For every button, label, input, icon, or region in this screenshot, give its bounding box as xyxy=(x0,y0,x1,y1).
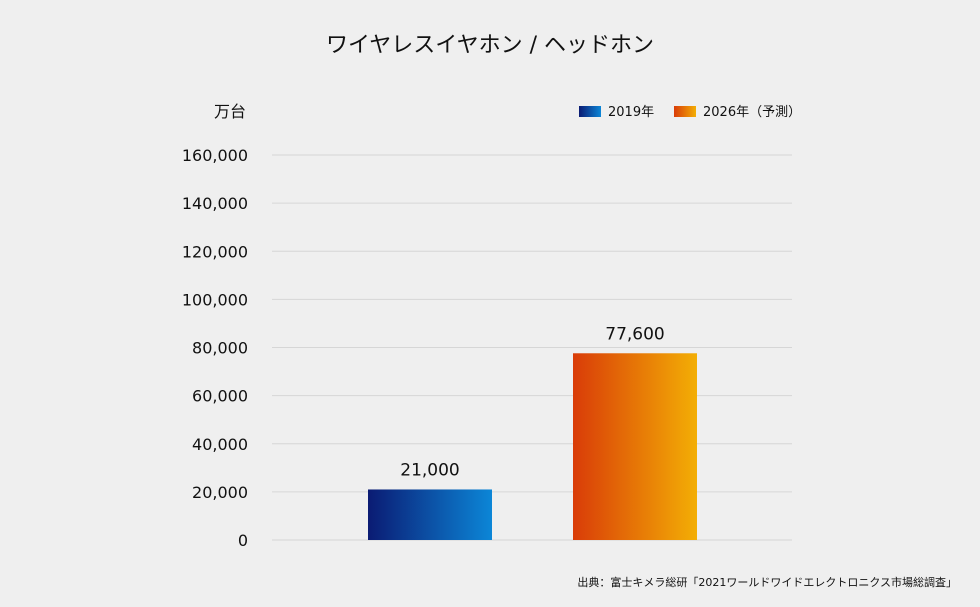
legend-label-2019: 2019年 xyxy=(608,105,654,120)
y-tick-label: 80,000 xyxy=(192,339,248,358)
y-tick-label: 100,000 xyxy=(182,290,248,309)
legend-swatch-2019 xyxy=(579,106,601,117)
legend-swatch-2026 xyxy=(674,106,696,117)
bar-value-labels: 21,000 77,600 xyxy=(400,324,664,480)
y-tick-label: 40,000 xyxy=(192,435,248,454)
legend-label-2026: 2026年（予測） xyxy=(703,105,801,120)
gridlines xyxy=(272,154,792,541)
source-note: 出典：富士キメラ総研「2021ワールドワイドエレクトロニクス市場総調査」 xyxy=(577,575,957,589)
y-axis-ticks: 0 20,000 40,000 60,000 80,000 100,000 120,000 1… xyxy=(182,146,248,550)
y-tick-label: 0 xyxy=(238,531,248,550)
bar-2026 xyxy=(573,353,697,540)
bar-value-label-2019: 21,000 xyxy=(400,460,459,480)
legend: 2019年 2026年（予測） xyxy=(579,105,801,120)
bar-value-label-2026: 77,600 xyxy=(605,324,664,344)
y-axis-unit: 万台 xyxy=(214,102,246,121)
y-tick-label: 20,000 xyxy=(192,483,248,502)
bar-2019 xyxy=(368,489,492,540)
y-tick-label: 140,000 xyxy=(182,194,248,213)
chart-title: ワイヤレスイヤホン / ヘッドホン xyxy=(326,33,654,58)
y-tick-label: 60,000 xyxy=(192,387,248,406)
y-tick-label: 120,000 xyxy=(182,242,248,261)
y-tick-label: 160,000 xyxy=(182,146,248,165)
bars xyxy=(368,353,697,540)
